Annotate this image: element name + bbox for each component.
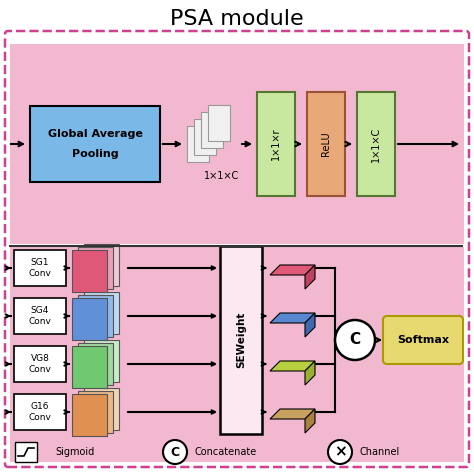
Bar <box>78 295 113 337</box>
Text: Channel: Channel <box>360 447 400 457</box>
Text: SG1
Conv: SG1 Conv <box>28 258 52 278</box>
Bar <box>14 250 66 286</box>
Text: PSA module: PSA module <box>170 9 304 29</box>
Bar <box>10 44 464 244</box>
Bar <box>307 92 345 196</box>
Text: G16
Conv: G16 Conv <box>28 402 52 422</box>
Text: SG4
Conv: SG4 Conv <box>28 306 52 326</box>
Text: Sigmoid: Sigmoid <box>55 447 94 457</box>
Bar <box>257 92 295 196</box>
Bar <box>10 247 464 462</box>
Text: SEWeight: SEWeight <box>236 312 246 368</box>
Bar <box>14 394 66 430</box>
Polygon shape <box>270 265 315 275</box>
Bar <box>72 394 107 436</box>
Bar <box>78 343 113 385</box>
Bar <box>84 388 119 430</box>
Bar <box>84 244 119 286</box>
Bar <box>14 346 66 382</box>
Polygon shape <box>270 313 315 323</box>
Polygon shape <box>305 361 315 385</box>
Bar <box>194 119 216 155</box>
Bar <box>220 246 262 434</box>
Text: 1×1×C: 1×1×C <box>204 171 240 181</box>
Bar <box>14 298 66 334</box>
Text: Global Average: Global Average <box>47 129 143 139</box>
Bar <box>72 346 107 388</box>
Circle shape <box>328 440 352 464</box>
Polygon shape <box>270 409 315 419</box>
Polygon shape <box>305 265 315 289</box>
Polygon shape <box>305 409 315 433</box>
Text: Pooling: Pooling <box>72 149 118 159</box>
Bar <box>84 340 119 382</box>
Text: Concatenate: Concatenate <box>195 447 257 457</box>
Text: 1×1×r: 1×1×r <box>271 128 281 160</box>
Bar <box>187 126 209 162</box>
Text: 1×1×C: 1×1×C <box>371 127 381 162</box>
Polygon shape <box>270 361 315 371</box>
Bar <box>357 92 395 196</box>
Bar <box>15 442 37 462</box>
Text: ×: × <box>334 445 346 459</box>
Bar <box>84 292 119 334</box>
Text: C: C <box>349 332 361 347</box>
Text: VG8
Conv: VG8 Conv <box>28 354 52 374</box>
Bar <box>72 298 107 340</box>
FancyBboxPatch shape <box>383 316 463 364</box>
Circle shape <box>163 440 187 464</box>
Bar <box>78 247 113 289</box>
Text: ReLU: ReLU <box>321 132 331 156</box>
Bar <box>201 112 223 148</box>
Text: C: C <box>171 446 180 458</box>
Bar <box>208 105 230 141</box>
Text: Softmax: Softmax <box>397 335 449 345</box>
Circle shape <box>335 320 375 360</box>
Polygon shape <box>305 313 315 337</box>
Bar <box>72 250 107 292</box>
Bar <box>78 391 113 433</box>
Bar <box>30 106 160 182</box>
